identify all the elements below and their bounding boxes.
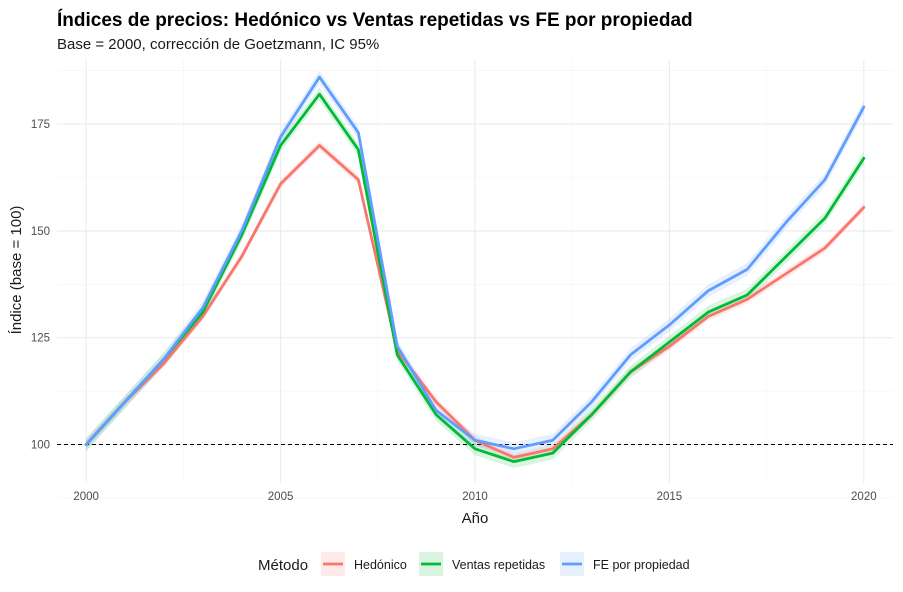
- x-axis-ticks: 2000 2005 2010 2015 2020: [73, 491, 876, 503]
- y-axis-ticks: 100 125 150 175: [31, 119, 50, 451]
- y-tick-label: 100: [31, 440, 50, 452]
- y-tick-label: 150: [31, 226, 50, 238]
- y-tick-label: 175: [31, 119, 50, 131]
- y-axis-title: Índice (base = 100): [8, 206, 25, 335]
- x-tick-label: 2020: [851, 491, 877, 503]
- legend: Método Hedónico Ventas repetidas FE por pr…: [258, 552, 690, 576]
- legend-label: FE por propiedad: [593, 558, 690, 572]
- x-axis-title: Año: [462, 510, 489, 527]
- series-line: [84, 92, 866, 464]
- x-tick-label: 2010: [462, 491, 488, 503]
- x-tick-label: 2005: [268, 491, 294, 503]
- chart-subtitle: Base = 2000, corrección de Goetzmann, IC…: [57, 36, 379, 53]
- legend-items: Hedónico Ventas repetidas FE por propiedad: [321, 552, 690, 576]
- x-tick-label: 2015: [657, 491, 683, 503]
- legend-title: Método: [258, 557, 308, 574]
- plot-area: [57, 60, 893, 499]
- y-tick-label: 125: [31, 333, 50, 345]
- series-lines: [84, 75, 866, 464]
- grid-layer: [57, 60, 893, 499]
- legend-label: Hedónico: [354, 558, 407, 572]
- x-tick-label: 2000: [73, 491, 99, 503]
- chart-title: Índices de precios: Hedónico vs Ventas r…: [57, 9, 693, 31]
- series-line: [84, 75, 866, 451]
- legend-label: Ventas repetidas: [452, 558, 545, 572]
